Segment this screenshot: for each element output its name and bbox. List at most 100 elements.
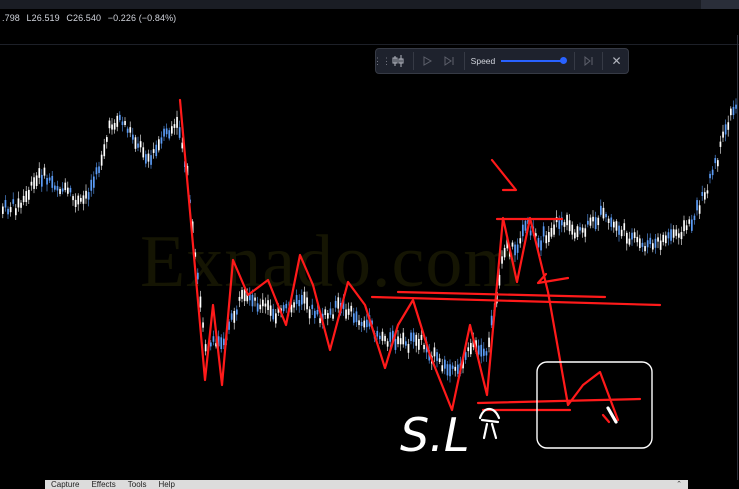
candle-body [15,208,17,216]
arrow-down-shape[interactable] [490,158,518,192]
candle-body [303,291,306,304]
candle-body [381,331,384,341]
candle-body [69,187,72,193]
candle-body [706,190,709,194]
candle-body [241,289,243,299]
menu-help[interactable]: Help [158,480,175,489]
candle-body [529,230,532,236]
candle-body [654,238,657,248]
candle-body [61,188,64,192]
candle-body [85,190,87,199]
candle-body [103,144,106,157]
select-bar-icon[interactable] [388,49,411,73]
candle-body [113,123,116,130]
candle-body [295,295,298,304]
candle-body [319,318,321,324]
candle-body [202,322,204,328]
candle-body [696,200,698,211]
candle-body [2,206,4,214]
candle-body [332,314,334,319]
candle-body [730,108,732,116]
candle-body [46,177,48,185]
candle-body [264,303,267,307]
candle-body [420,334,423,340]
candle-body [483,348,485,356]
low-value: L26.519 [26,13,60,23]
speed-slider[interactable] [501,56,567,66]
candle-body [631,232,633,240]
step-forward-icon[interactable] [439,49,462,73]
collapse-icon[interactable]: ⌃ [676,481,682,488]
candle-body [108,120,111,129]
menu-effects[interactable]: Effects [91,480,116,489]
candle-body [665,235,667,244]
support-line[interactable] [476,397,642,405]
candle-body [735,104,737,109]
resistance-line-2[interactable] [396,290,607,299]
candle-body [4,200,7,208]
menu-capture[interactable]: Capture [51,480,80,489]
candle-body [503,247,506,258]
play-icon[interactable] [416,49,439,73]
candle-body [59,188,61,194]
candle-body [134,137,137,149]
candle-body [311,304,314,309]
candle-body [714,158,717,164]
candle-body [168,130,171,139]
stop-loss-annotation: S.L [400,408,470,462]
candle-body [124,121,126,125]
candle-body [243,289,246,302]
candle-body [438,358,441,362]
menu-tools[interactable]: Tools [127,480,147,489]
candle-body [688,219,691,224]
candle-body [126,128,129,133]
candle-body [691,219,693,231]
candle-body [675,229,678,236]
candle-body [350,305,353,312]
candle-body [82,195,85,204]
candle-body [433,347,436,357]
candle-body [454,366,457,371]
candle-body [142,147,145,158]
candle-body [620,229,623,237]
candle-body [516,244,519,253]
candle-body [379,335,381,340]
candle-body [272,308,275,320]
candle-body [519,238,522,244]
candle-body [579,227,581,231]
drag-handle-icon[interactable]: ⋮⋮ [373,55,391,66]
candle-body [334,300,337,308]
candle-body [306,297,308,310]
candle-body [74,199,77,207]
candle-body [633,232,636,239]
candle-body [568,220,571,232]
candle-body [724,124,727,135]
candle-body [683,220,685,232]
candle-body [51,175,54,188]
candle-body [217,336,220,347]
candle-body [38,168,41,178]
candle-body [204,344,207,352]
arrow-left-shape[interactable] [536,272,570,285]
candle-body [732,106,735,116]
toolbar-separator [602,52,604,70]
candle-body [464,352,467,360]
close-icon[interactable]: ✕ [611,54,622,68]
candle-body [259,304,262,310]
toolbar-separator [463,52,465,70]
zigzag-drawing[interactable] [178,98,620,422]
candle-body [345,309,347,319]
candle-body [95,167,98,175]
drawings-layer [178,98,662,424]
skip-to-end-icon[interactable] [577,49,600,73]
candle-body [592,216,594,222]
candle-body [410,332,412,341]
candle-body [376,330,379,337]
resistance-line-1[interactable] [370,295,662,307]
highlight-box [536,361,653,449]
speed-slider-knob[interactable] [559,57,567,64]
candle-body [54,185,56,190]
candle-body [194,252,197,257]
horizontal-divider [0,44,739,45]
